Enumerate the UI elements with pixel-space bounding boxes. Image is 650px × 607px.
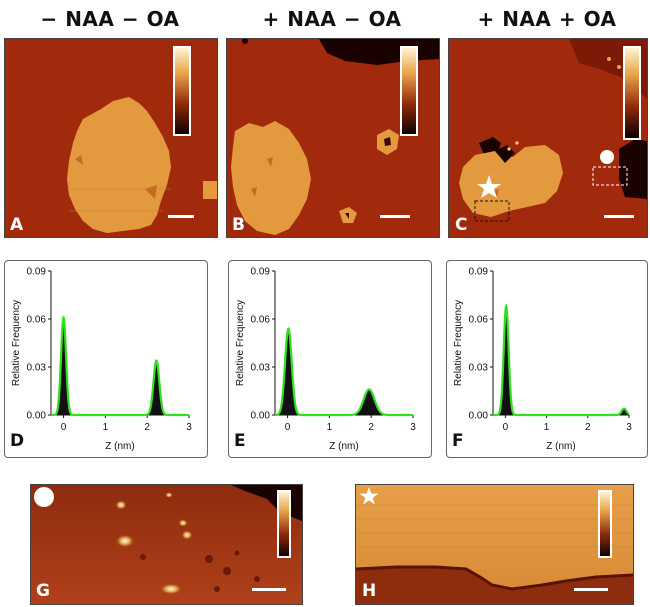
panel-a-title: − NAA − OA	[40, 7, 180, 31]
scale-bar-b	[380, 215, 410, 218]
x-tick-label: 0	[503, 422, 509, 433]
y-tick-label: 0.00	[251, 411, 271, 422]
color-scale-c	[623, 46, 643, 147]
panel-c-title: + NAA + OA	[477, 7, 617, 31]
x-axis-label: Z (nm)	[546, 441, 575, 452]
histogram-fill	[275, 328, 413, 415]
star-marker-h	[359, 486, 379, 511]
x-axis-label: Z (nm)	[105, 441, 134, 452]
histogram-f: 0.00 0.03 0.06 0.09 0 1 2 3 Z (nm) Relative Frequ…	[446, 260, 648, 458]
y-tick-label: 0.00	[469, 411, 489, 422]
x-tick-label: 1	[103, 422, 109, 433]
histogram-fill	[493, 306, 629, 415]
color-scale-g	[277, 490, 293, 565]
y-tick-label: 0.03	[251, 363, 271, 374]
color-scale-h	[598, 490, 614, 565]
afm-image-g	[30, 484, 303, 605]
panel-b-title: + NAA − OA	[262, 7, 402, 31]
zoom-box-h	[474, 200, 510, 222]
x-tick-label: 0	[61, 422, 67, 433]
y-tick-label: 0.09	[27, 267, 47, 278]
panel-label-c: C	[455, 215, 468, 235]
gaussian-fit-line	[51, 315, 189, 417]
gaussian-fit-line	[274, 326, 413, 417]
y-axis-label: Relative Frequency	[453, 300, 464, 386]
color-scale-b	[400, 46, 420, 143]
afm-image-c	[448, 38, 648, 238]
circle-marker-g	[34, 487, 54, 507]
x-axis-label: Z (nm)	[329, 441, 358, 452]
x-tick-label: 1	[327, 422, 333, 433]
lipid-domain	[459, 145, 563, 217]
scale-bar-g	[252, 588, 286, 591]
y-tick-label: 0.00	[27, 411, 47, 422]
x-tick-label: 3	[626, 422, 632, 433]
x-tick-label: 3	[410, 422, 416, 433]
y-tick-label: 0.06	[27, 315, 47, 326]
panel-label-d: D	[10, 431, 25, 451]
afm-image-h	[355, 484, 634, 605]
x-tick-label: 2	[144, 422, 150, 433]
star-marker	[477, 175, 501, 198]
x-tick-label: 1	[544, 422, 550, 433]
scale-bar-a	[168, 215, 194, 218]
y-tick-label: 0.09	[469, 267, 489, 278]
y-tick-label: 0.06	[251, 315, 271, 326]
x-tick-label: 2	[585, 422, 591, 433]
y-axis-label: Relative Frequency	[235, 300, 246, 386]
color-scale-a	[173, 46, 193, 143]
x-tick-label: 2	[368, 422, 374, 433]
panel-label-a: A	[10, 215, 24, 235]
lipid-domain	[231, 121, 311, 235]
x-tick-label: 0	[285, 422, 291, 433]
y-tick-label: 0.06	[469, 315, 489, 326]
panel-label-g: G	[36, 581, 50, 601]
panel-label-e: E	[234, 431, 246, 451]
histogram-e: 0.00 0.03 0.06 0.09 0 1 2 3 Z (nm) Relative Frequ…	[228, 260, 432, 458]
circle-marker	[600, 150, 614, 164]
zoom-box-g	[592, 166, 628, 186]
y-tick-label: 0.03	[469, 363, 489, 374]
scale-bar-c	[604, 215, 634, 218]
y-tick-label: 0.03	[27, 363, 47, 374]
gaussian-fit-line	[493, 303, 630, 417]
afm-image-a	[4, 38, 218, 238]
histogram-fill	[51, 317, 189, 415]
x-tick-label: 3	[186, 422, 192, 433]
panel-label-f: F	[452, 431, 464, 451]
panel-label-b: B	[232, 215, 245, 235]
scale-bar-h	[574, 588, 608, 591]
panel-label-h: H	[362, 581, 377, 601]
y-axis-label: Relative Frequency	[11, 300, 22, 386]
histogram-d: 0.00 0.03 0.06 0.09 0 1 2 3 Z (nm) Relative Frequ…	[4, 260, 208, 458]
lipid-domain	[67, 97, 171, 233]
y-tick-label: 0.09	[251, 267, 271, 278]
